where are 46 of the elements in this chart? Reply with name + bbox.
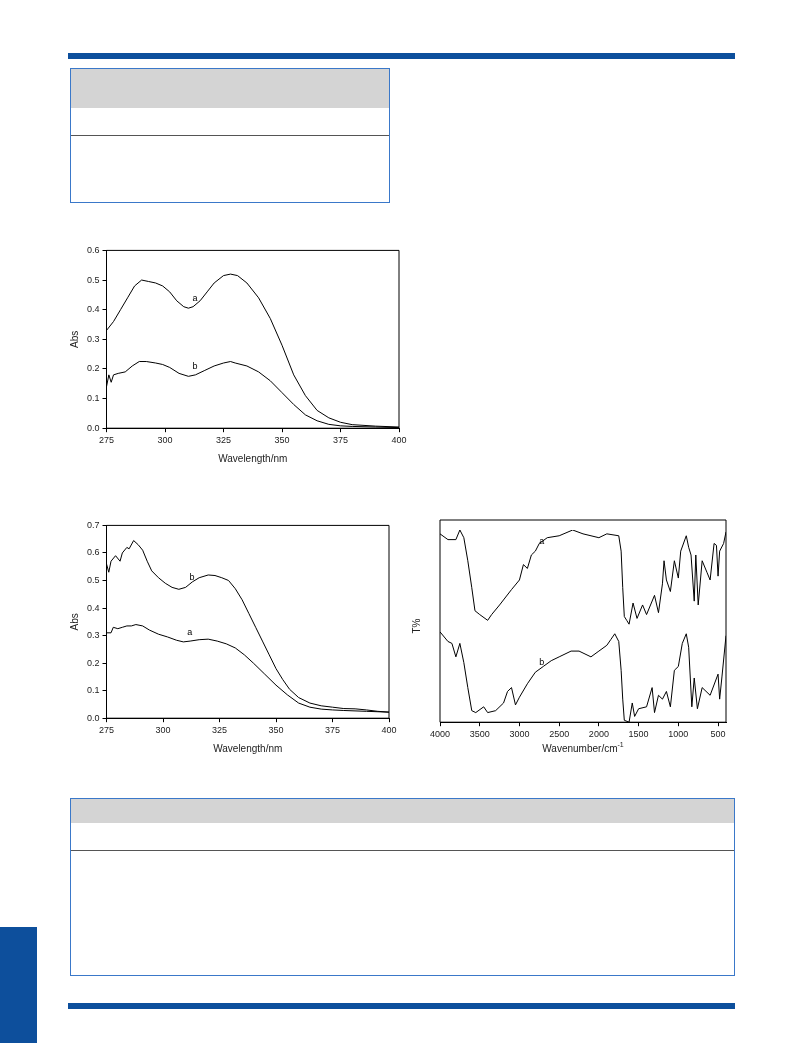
x-tick-label: 300 xyxy=(155,725,171,736)
x-tick-label: 3500 xyxy=(469,729,490,740)
x-tick-label: 275 xyxy=(99,435,115,446)
x-tick-label: 2500 xyxy=(549,729,570,740)
y-tick-label: 0.3 xyxy=(87,333,100,344)
y-tick-label: 0.6 xyxy=(87,244,100,255)
y-tick-label: 0.2 xyxy=(87,363,100,374)
x-tick-label: 1500 xyxy=(628,729,649,740)
x-tick-label: 325 xyxy=(215,435,232,446)
series-label: b xyxy=(189,572,195,583)
y-tick-label: 0.3 xyxy=(87,630,100,641)
x-tick-label: 325 xyxy=(211,725,228,736)
y-tick-label: 0.7 xyxy=(87,519,100,530)
x-tick-label: 400 xyxy=(391,435,407,446)
y-axis-title: Abs xyxy=(68,330,80,348)
series-label: a xyxy=(187,626,193,637)
y-tick-label: 0.1 xyxy=(87,685,100,696)
y-tick-label: 0.4 xyxy=(87,602,100,613)
y-tick-label: 0.4 xyxy=(87,304,100,315)
y-tick-label: 0.5 xyxy=(87,274,100,285)
y-tick-label: 0.6 xyxy=(87,547,100,558)
y-axis-title: T% xyxy=(410,618,422,634)
series-label: a xyxy=(192,293,198,304)
x-tick-label: 400 xyxy=(381,725,397,736)
x-axis-title: Wavelength/nm xyxy=(218,452,288,464)
x-tick-label: 350 xyxy=(268,725,284,736)
x-tick-label: 350 xyxy=(274,435,290,446)
series-label: a xyxy=(539,536,545,547)
x-axis-title: Wavelength/nm xyxy=(213,742,283,754)
x-tick-label: 2000 xyxy=(588,729,609,740)
y-tick-label: 0.0 xyxy=(87,712,100,723)
series-label: b xyxy=(539,657,545,668)
y-tick-label: 0.0 xyxy=(87,422,100,433)
x-tick-label: 375 xyxy=(324,725,341,736)
x-tick-label: 375 xyxy=(332,435,349,446)
y-axis-title: Abs xyxy=(68,613,80,631)
y-tick-label: 0.5 xyxy=(87,574,100,585)
x-tick-label: 275 xyxy=(99,725,115,736)
x-tick-label: 4000 xyxy=(429,729,451,740)
y-tick-label: 0.1 xyxy=(87,393,100,404)
y-tick-label: 0.2 xyxy=(87,657,100,668)
x-tick-label: 300 xyxy=(157,435,173,446)
x-tick-label: 3000 xyxy=(509,729,530,740)
x-tick-label: 1000 xyxy=(668,729,689,740)
series-label: b xyxy=(192,361,198,372)
x-tick-label: 500 xyxy=(710,729,726,740)
